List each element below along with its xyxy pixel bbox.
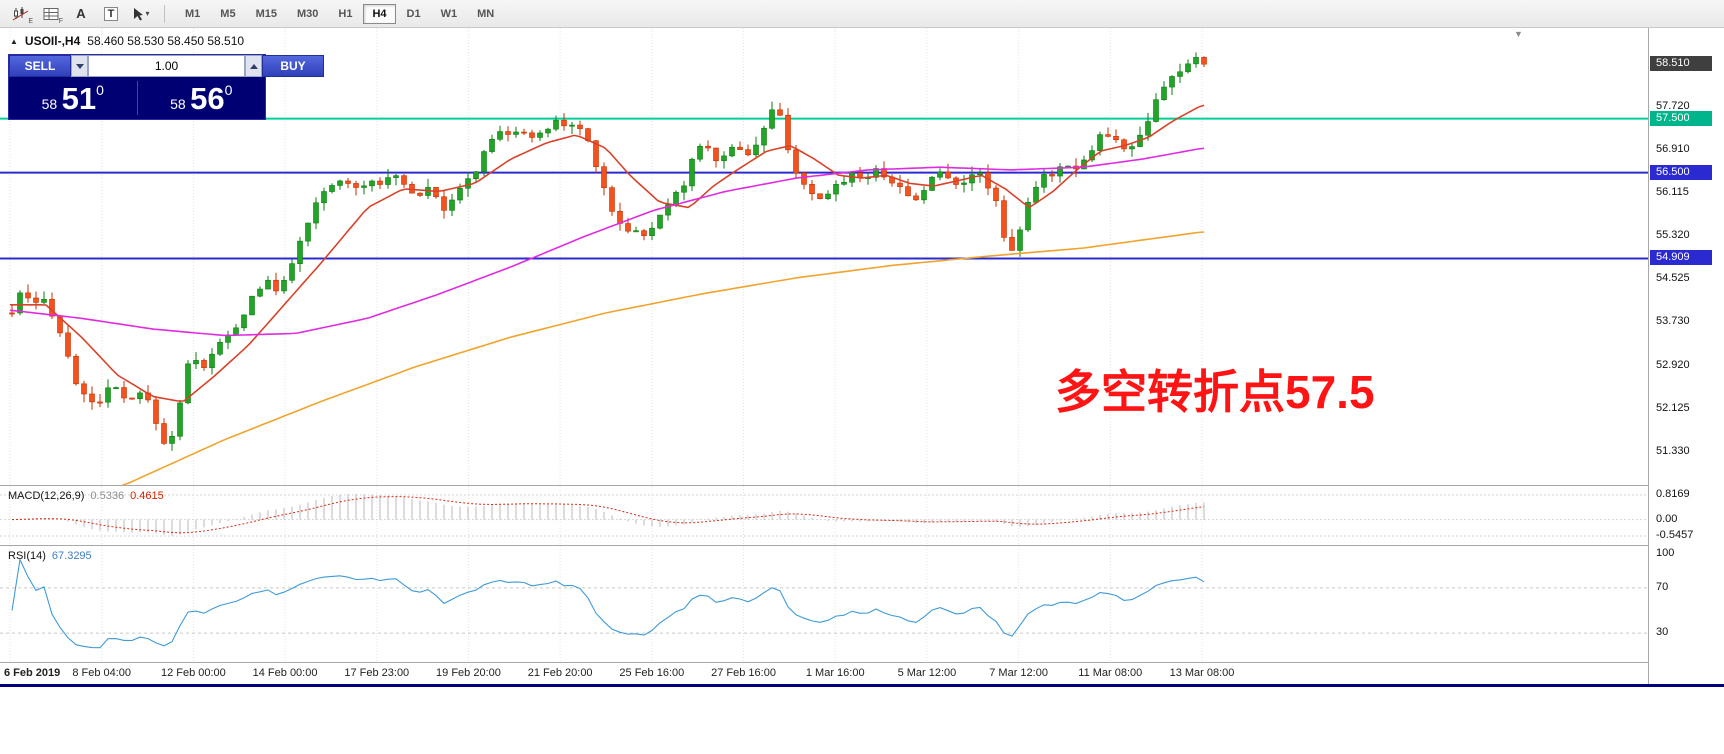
time-axis-label: 27 Feb 16:00: [711, 667, 776, 679]
symbol-marker-icon: ▲: [10, 36, 18, 46]
price-scale-label: 52.920: [1656, 358, 1690, 371]
macd-chart[interactable]: [0, 486, 1648, 545]
window-divider: [0, 684, 1724, 687]
time-axis-label: 12 Feb 00:00: [160, 667, 226, 679]
price-scale-label: 56.115: [1656, 186, 1689, 199]
time-axis-label: 8 Feb 04:00: [72, 667, 132, 679]
macd-scale-label: 0.8169: [1656, 488, 1690, 501]
volume-decrease-icon: [75, 63, 84, 69]
toolbar: E F A T ▾ M1 M5 M15 M30 H1 H4 D1 W1 MN: [0, 0, 1724, 28]
rsi-indicator-label: RSI(14) 67.3295: [8, 550, 92, 562]
volume-input[interactable]: [88, 55, 245, 77]
timeframe-button-m1[interactable]: M1: [176, 4, 209, 24]
chart-ohlc-header: ▲ USOIl-,H4 58.460 58.530 58.450 58.510: [10, 34, 244, 48]
price-scale-label: 53.730: [1656, 315, 1690, 328]
time-axis-label: 1 Mar 16:00: [805, 667, 865, 679]
time-axis[interactable]: 6 Feb 2019 8 Feb 04:00 12 Feb 00:00 14 Feb …: [0, 662, 1648, 684]
macd-scale-label: -0.5457: [1656, 528, 1694, 541]
timeframe-button-m30[interactable]: M30: [288, 4, 327, 24]
price-scale-label: 54.525: [1656, 272, 1690, 285]
buy-button[interactable]: BUY: [262, 55, 324, 77]
volume-increase-button[interactable]: [245, 55, 262, 77]
time-axis-label: 19 Feb 20:00: [436, 667, 501, 679]
rsi-chart[interactable]: [0, 546, 1648, 662]
one-click-trading-panel: SELL BUY 58 510 58 560: [8, 54, 324, 120]
sell-button[interactable]: SELL: [9, 55, 71, 77]
time-axis-label: 25 Feb 16:00: [619, 667, 685, 679]
timeframe-button-w1[interactable]: W1: [432, 4, 467, 24]
time-axis-label: 7 Mar 12:00: [989, 667, 1048, 679]
price-scale-label: 57.720: [1656, 99, 1690, 112]
timeframe-button-m5[interactable]: M5: [211, 4, 244, 24]
rsi-scale-label: 100: [1656, 547, 1675, 559]
time-axis-label: 11 Mar 08:00: [1078, 667, 1143, 679]
rsi-scale-label: 70: [1656, 580, 1669, 593]
chart-window-icon[interactable]: E: [6, 2, 36, 26]
time-axis-label: 21 Feb 20:00: [527, 667, 593, 679]
tick-chart-icon-sub: F: [58, 17, 63, 25]
price-divider: [136, 81, 138, 115]
timeframe-button-d1[interactable]: D1: [398, 4, 430, 24]
price-scale-label: 55.320: [1656, 229, 1690, 242]
timeframe-button-h4[interactable]: H4: [363, 3, 396, 24]
main-chart-window[interactable]: ▲ USOIl-,H4 58.460 58.530 58.450 58.510 …: [0, 28, 1648, 485]
rsi-scale-label: 30: [1656, 626, 1669, 639]
text-box-tool-icon[interactable]: T: [96, 2, 126, 26]
candlestick-chart[interactable]: [0, 28, 1648, 485]
price-scale-label: 51.330: [1656, 444, 1690, 457]
volume-decrease-button[interactable]: [71, 55, 88, 77]
level-price-badge: 56.500: [1650, 164, 1712, 180]
price-scale-label: 52.125: [1656, 401, 1690, 414]
price-scale-label: 56.910: [1656, 143, 1690, 156]
text-label-tool-icon[interactable]: A: [76, 6, 86, 21]
timeframe-button-m15[interactable]: M15: [247, 4, 286, 24]
bid-price-display[interactable]: 58 510: [41, 81, 104, 116]
level-price-badge: 57.500: [1650, 110, 1712, 126]
chart-annotation: 多空转折点57.5: [1055, 366, 1375, 418]
timeframe-button-h1[interactable]: H1: [329, 4, 361, 24]
tick-chart-icon[interactable]: F: [36, 2, 66, 26]
time-axis-label: 14 Feb 00:00: [252, 667, 318, 679]
ohlc-values: 58.460 58.530 58.450 58.510: [87, 34, 245, 48]
chart-window-icon-sub: E: [28, 17, 33, 25]
toolbar-separator: [164, 4, 165, 23]
chevron-down-icon: ▾: [145, 9, 150, 18]
cursor-tool-icon[interactable]: ▾: [126, 2, 156, 26]
symbol-period-label: USOIl-,H4: [24, 34, 81, 48]
time-axis-label: 6 Feb 2019: [4, 667, 61, 679]
chart-shift-marker-icon[interactable]: ▼: [1514, 29, 1523, 39]
macd-scale-label: 0.00: [1656, 512, 1678, 525]
time-axis-label: 13 Mar 08:00: [1169, 667, 1235, 679]
macd-indicator-panel[interactable]: MACD(12,26,9) 0.5336 0.4615: [0, 485, 1648, 545]
level-price-badge: 54.909: [1650, 250, 1712, 266]
time-axis-label: 5 Mar 12:00: [897, 667, 957, 679]
price-axis[interactable]: 57.720 56.910 56.115 55.320 54.525 53.730 52.9…: [1648, 28, 1724, 684]
last-price-badge: 58.510: [1650, 56, 1712, 72]
time-axis-label: 17 Feb 23:00: [344, 667, 410, 679]
ask-price-display[interactable]: 58 560: [170, 81, 233, 116]
timeframe-button-mn[interactable]: MN: [468, 4, 503, 24]
volume-increase-icon: [249, 63, 258, 69]
macd-indicator-label: MACD(12,26,9) 0.5336 0.4615: [8, 490, 164, 502]
rsi-indicator-panel[interactable]: RSI(14) 67.3295: [0, 545, 1648, 662]
